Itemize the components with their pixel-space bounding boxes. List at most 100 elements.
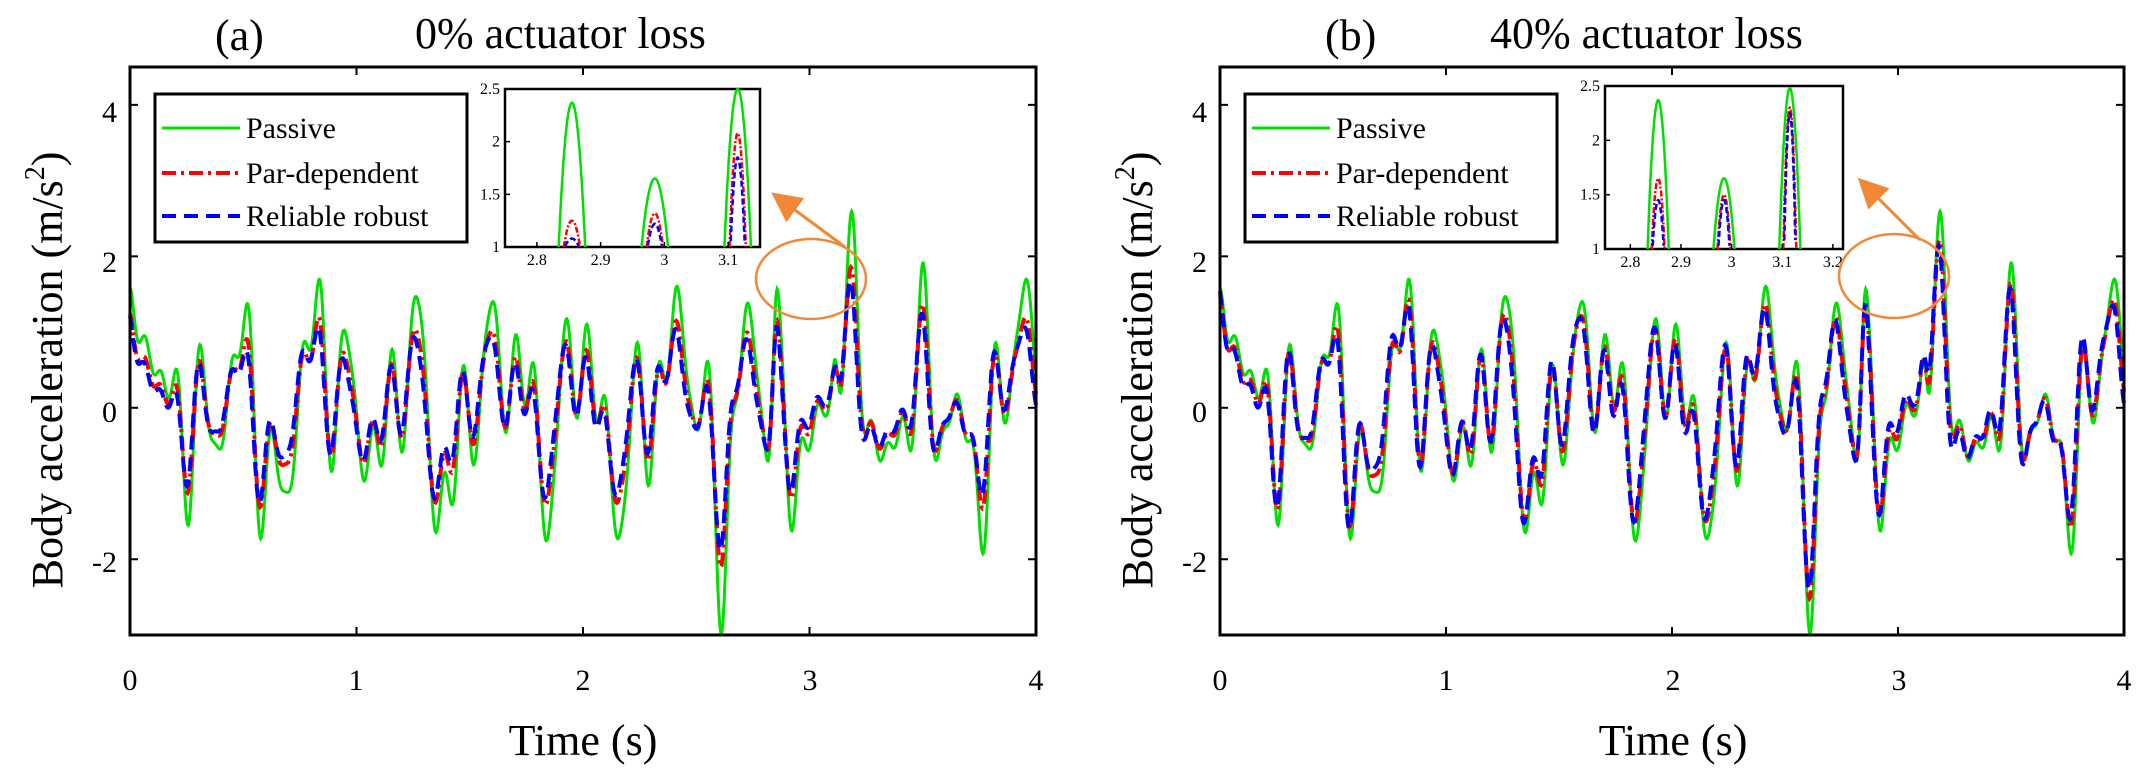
panel-a-label: (a)	[215, 11, 264, 60]
panel-b-ytick-label: 0	[1192, 396, 1207, 429]
panel-b-zoom-ellipse	[1837, 232, 1951, 320]
panel-a-inset: 2.8 2.9 3 3.1 1 1.5 2 2.5	[480, 81, 762, 269]
panel-a-ylabel-main: Body acceleration (m/s	[23, 180, 72, 588]
panel-b-ytick-label: -2	[1182, 546, 1207, 579]
panel-a-zoom-ellipse	[754, 237, 868, 321]
panel-a-xtick-label: 2	[576, 664, 591, 697]
inset-peak-reliable-robust	[563, 237, 580, 248]
panel-b-inset: 2.8 2.9 3 3.1 3.2 1 1.5 2 2.5	[1580, 78, 1845, 271]
inset-peak-passive	[557, 101, 587, 248]
inset-peak-passive	[640, 177, 670, 248]
inset-peak-passive	[1778, 86, 1802, 250]
panel-a-xlabel: Time (s)	[509, 716, 658, 765]
inset-y-tick-label: 2.5	[1580, 78, 1600, 95]
panel-b-legend-label-par-dependent: Par-dependent	[1336, 157, 1509, 190]
inset-peak-passive	[1646, 98, 1670, 250]
inset-peak-par-dependent	[645, 212, 665, 248]
panel-a-ytick-label: 0	[102, 396, 117, 429]
panel-a-xtick-label: 3	[803, 664, 818, 697]
inset-y-tick-label: 1.5	[480, 186, 500, 203]
panel-b-inset-ticks: 2.8 2.9 3 3.1 3.2 1 1.5 2 2.5	[1580, 78, 1843, 271]
panel-b-xticks: 0 1 2 3 4	[1213, 664, 2132, 697]
panel-b-ylabel: Body acceleration (m/s2)	[1110, 152, 1162, 589]
series-line-par-dependent	[128, 263, 1038, 572]
panel-b-label: (b)	[1325, 11, 1376, 60]
panel-b-xtick-label: 4	[2117, 664, 2132, 697]
inset-x-tick-label: 3	[1728, 254, 1736, 271]
inset-y-tick-label: 1	[1592, 241, 1600, 258]
inset-y-tick-label: 1	[492, 239, 500, 256]
panel-b-ylabel-sup: 2	[1110, 166, 1141, 180]
panel-a-ytick-label: -2	[92, 546, 117, 579]
panel-b-xlabel: Time (s)	[1599, 716, 1748, 765]
inset-peak-reliable-robust	[1651, 198, 1665, 246]
panel-b: (b) 40% actuator loss -2 0 2 4 0 1 2 3 4…	[1110, 9, 2132, 765]
panel-a-legend: Passive Par-dependent Reliable robust	[153, 92, 469, 244]
panel-a-ytick-label: 2	[102, 246, 117, 279]
inset-x-tick-label: 2.8	[527, 252, 547, 269]
inset-x-tick-label: 2.9	[1671, 254, 1691, 271]
inset-peak-par-dependent	[1650, 177, 1666, 250]
panel-a-inset-ticks: 2.8 2.9 3 3.1 1 1.5 2 2.5	[480, 81, 738, 269]
panel-b-ytick-label: 4	[1192, 96, 1207, 129]
panel-a-inset-frame	[503, 87, 762, 249]
panel-b-zoom-arrow	[1857, 177, 1922, 242]
panel-b-ytick-label: 2	[1192, 246, 1207, 279]
inset-peak-par-dependent	[728, 131, 748, 248]
panel-b-legend-label-reliable-robust: Reliable robust	[1336, 200, 1519, 233]
panel-a-inset-plot	[557, 87, 753, 248]
panel-a-xtick-label: 0	[123, 664, 138, 697]
panel-a-yticks: -2 0 2 4	[92, 96, 117, 579]
panel-a-ylabel-sup: 2	[20, 166, 51, 180]
panel-b-inset-frame	[1603, 84, 1845, 251]
inset-x-tick-label: 2.8	[1620, 254, 1640, 271]
panel-a-xtick-label: 1	[349, 664, 364, 697]
panel-a-tick-marks	[129, 67, 1037, 635]
inset-peak-reliable-robust	[646, 222, 663, 246]
panel-a-ylabel: Body acceleration (m/s2)	[20, 152, 72, 589]
panel-b-legend: Passive Par-dependent Reliable robust	[1243, 92, 1559, 244]
panel-a-ylabel-close: )	[23, 152, 72, 167]
inset-y-tick-label: 1.5	[1580, 187, 1600, 204]
panel-a-legend-label-passive: Passive	[246, 112, 336, 145]
inset-x-tick-label: 3.1	[718, 252, 738, 269]
inset-y-tick-label: 2.5	[480, 81, 500, 98]
panel-a-legend-label-reliable-robust: Reliable robust	[246, 200, 429, 233]
panel-a-plot	[128, 207, 1038, 637]
panel-b-xtick-label: 3	[1892, 664, 1907, 697]
panel-b-yticks: -2 0 2 4	[1182, 96, 1207, 579]
panel-a-title: 0% actuator loss	[415, 9, 706, 58]
panel-b-ylabel-main: Body acceleration (m/s	[1113, 180, 1162, 588]
inset-peak-par-dependent	[562, 219, 582, 248]
panel-b-tick-marks	[1219, 67, 2125, 635]
panel-b-xtick-label: 0	[1213, 664, 1228, 697]
panel-b-plot	[1218, 207, 2126, 637]
panel-a-zoom-arrow	[771, 192, 846, 249]
series-line-reliable-robust	[128, 277, 1038, 554]
series-line-passive	[128, 207, 1038, 637]
inset-x-tick-label: 3.2	[1823, 254, 1843, 271]
inset-peak-reliable-robust	[1783, 111, 1797, 241]
inset-peak-reliable-robust	[729, 156, 746, 242]
panel-a: (a) 0% actuator loss -2 0 2 4 0 1 2 3 4 …	[20, 9, 1044, 765]
inset-y-tick-label: 2	[1592, 132, 1600, 149]
panel-a-legend-label-par-dependent: Par-dependent	[246, 157, 419, 190]
panel-b-xtick-label: 2	[1666, 664, 1681, 697]
inset-x-tick-label: 2.9	[591, 252, 611, 269]
panel-b-title: 40% actuator loss	[1490, 9, 1803, 58]
panel-b-ylabel-close: )	[1113, 152, 1162, 167]
inset-peak-reliable-robust	[1717, 198, 1731, 246]
panel-a-xtick-label: 4	[1029, 664, 1044, 697]
series-line-reliable-robust	[1218, 241, 2126, 593]
panel-b-legend-label-passive: Passive	[1336, 112, 1426, 145]
inset-y-tick-label: 2	[492, 134, 500, 151]
panel-a-ytick-label: 4	[102, 96, 117, 129]
panel-b-inset-plot	[1646, 86, 1802, 250]
inset-peak-passive	[1712, 177, 1736, 250]
inset-x-tick-label: 3	[660, 252, 668, 269]
panel-b-xtick-label: 1	[1439, 664, 1454, 697]
inset-x-tick-label: 3.1	[1772, 254, 1792, 271]
inset-peak-passive	[723, 87, 753, 248]
panel-a-xticks: 0 1 2 3 4	[123, 664, 1044, 697]
